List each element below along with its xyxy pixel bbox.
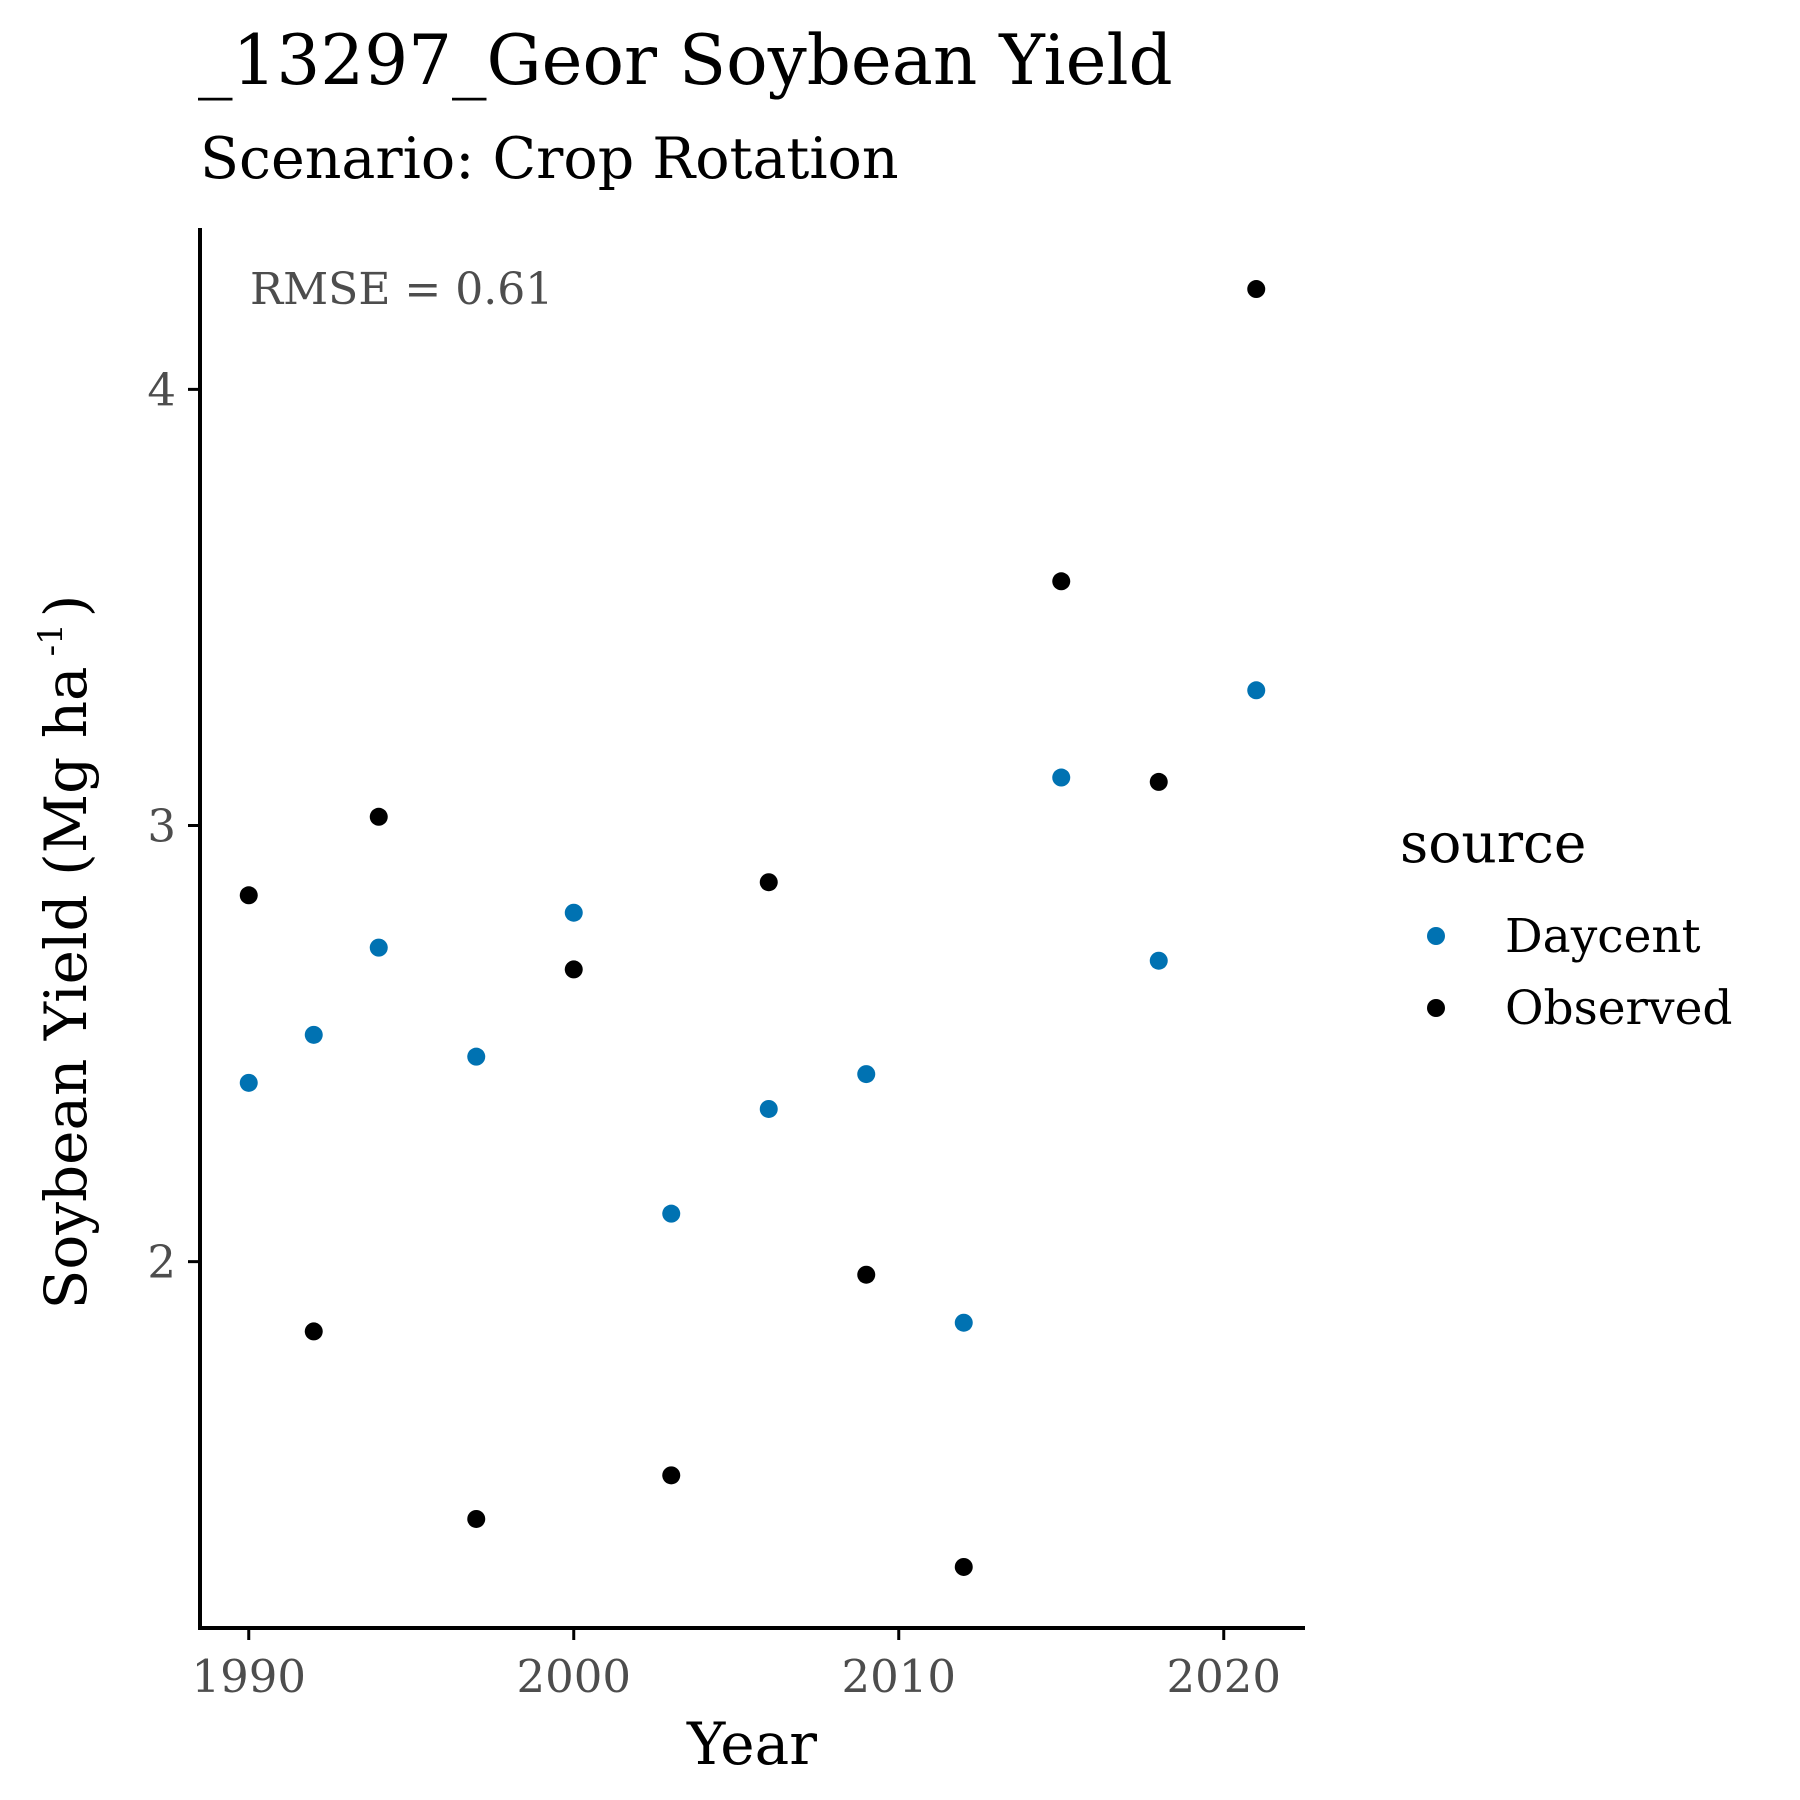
point-daycent: [857, 1065, 876, 1084]
y-axis-title: Soybean Yield (Mg ha -1): [31, 595, 100, 1310]
point-daycent: [467, 1047, 486, 1066]
point-observed: [759, 873, 778, 892]
point-daycent: [954, 1313, 973, 1332]
point-daycent: [662, 1204, 681, 1223]
data-points: [239, 280, 1266, 1576]
chart-subtitle: Scenario: Crop Rotation: [200, 126, 899, 192]
y-axis-title-group: Soybean Yield (Mg ha -1): [31, 595, 100, 1310]
x-axis-title: Year: [686, 1710, 817, 1778]
legend-key-observed: [1427, 999, 1445, 1017]
point-observed: [1149, 772, 1168, 791]
point-observed: [662, 1466, 681, 1485]
point-daycent: [1149, 951, 1168, 970]
point-daycent: [304, 1025, 323, 1044]
legend-title: source: [1400, 811, 1586, 875]
point-observed: [467, 1509, 486, 1528]
y-tick-label: 2: [147, 1236, 176, 1289]
x-tick-label: 2020: [1166, 1650, 1281, 1703]
point-daycent: [1247, 681, 1266, 700]
point-observed: [954, 1557, 973, 1576]
point-observed: [564, 960, 583, 979]
y-tick-label: 4: [147, 363, 176, 416]
x-tick-label: 2000: [516, 1650, 631, 1703]
plot-area: RMSE = 0.61: [239, 264, 1266, 1576]
rmse-annotation: RMSE = 0.61: [250, 264, 553, 315]
y-tick-label: 3: [147, 800, 176, 853]
point-observed: [1247, 280, 1266, 299]
point-daycent: [564, 903, 583, 922]
chart-title: _13297_Geor Soybean Yield: [198, 21, 1173, 101]
y-axis-title-close: ): [32, 595, 100, 618]
point-observed: [1052, 572, 1071, 591]
point-daycent: [759, 1099, 778, 1118]
point-observed: [369, 807, 388, 826]
y-axis-title-superscript: -1: [31, 623, 71, 656]
x-axis-ticks: 1990 2000 2010 2020: [191, 1628, 1281, 1703]
point-daycent: [369, 938, 388, 957]
axes: 1990 2000 2010 2020 2 3 4: [147, 228, 1305, 1703]
x-tick-label: 1990: [191, 1650, 306, 1703]
point-daycent: [239, 1073, 258, 1092]
legend-key-daycent: [1427, 927, 1445, 945]
legend-label-observed: Observed: [1505, 981, 1732, 1036]
point-daycent: [1052, 768, 1071, 787]
legend: source Daycent Observed: [1400, 811, 1732, 1036]
y-axis-title-main: Soybean Yield (Mg ha: [32, 666, 100, 1309]
legend-label-daycent: Daycent: [1505, 909, 1701, 964]
x-tick-label: 2010: [841, 1650, 956, 1703]
y-axis-ticks: 2 3 4: [147, 363, 200, 1289]
point-observed: [857, 1265, 876, 1284]
point-observed: [304, 1322, 323, 1341]
point-observed: [239, 886, 258, 905]
